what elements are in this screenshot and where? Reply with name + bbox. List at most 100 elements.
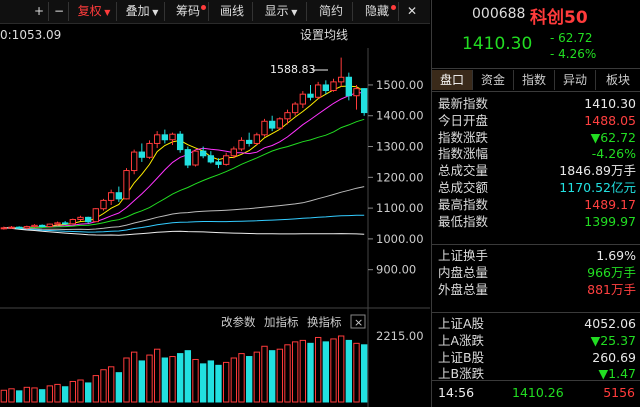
- volume-bar: [138, 360, 146, 403]
- candle-body: [92, 208, 100, 223]
- quote-value: 1410.30: [584, 96, 636, 111]
- zoom-in-button[interactable]: +: [30, 2, 49, 21]
- fuquan-dropdown[interactable]: 复权 ▼: [72, 2, 117, 21]
- close-subchart-button[interactable]: [350, 314, 366, 329]
- price-axis: 1500.00 1400.00 1300.00 1200.00 1100.00 1000.…: [376, 78, 424, 277]
- close-icon[interactable]: ✕: [406, 4, 418, 18]
- quote-row: 上证换手 1.69%: [438, 247, 636, 264]
- candle-body: [322, 84, 330, 91]
- quote-value: ▼62.72: [590, 129, 636, 145]
- candle-body: [130, 151, 138, 172]
- ma-line: [3, 186, 365, 231]
- volume-bar: [161, 357, 169, 403]
- volume-bar: [238, 353, 245, 403]
- xianshi-label: 显示: [264, 4, 289, 18]
- volume-bar: [100, 369, 107, 403]
- quote-label: 总成交额: [438, 180, 489, 195]
- quote-label: 指数涨幅: [438, 146, 489, 162]
- quote-label: 最高指数: [438, 196, 489, 212]
- yincang-button[interactable]: 隐藏: [356, 2, 399, 21]
- volume-bar: [15, 390, 23, 403]
- tab-zijin[interactable]: 资金: [473, 70, 514, 90]
- volume-axis-tick: 2215.00: [376, 329, 424, 343]
- quote-label: 上证换手: [438, 248, 489, 263]
- tab-zhishu[interactable]: 指数: [514, 70, 555, 90]
- jianyue-button[interactable]: 简约: [310, 2, 353, 21]
- volume-bar: [353, 342, 360, 403]
- chouma-button[interactable]: 筹码: [168, 2, 209, 21]
- quote-label: 上证B股: [438, 349, 485, 365]
- index-price: 1410.30: [462, 34, 533, 54]
- volume-bars: [0, 335, 368, 403]
- quote-value: 1399.97: [584, 213, 636, 229]
- volume-bar: [130, 351, 138, 403]
- quote-panel: 000688 科创50 1410.30 - 62.72 - 4.26% 盘口 资…: [431, 0, 640, 407]
- quote-value: 1489.17: [584, 196, 636, 212]
- zoom-out-button[interactable]: −: [50, 2, 69, 21]
- notification-dot-icon: [201, 5, 206, 10]
- quote-row: 上B涨跌 ▼1.47: [438, 365, 636, 382]
- volume-bar: [345, 339, 353, 403]
- candle-body: [299, 93, 307, 105]
- tick-time: 14:56: [438, 385, 475, 400]
- volume-bar: [54, 383, 61, 403]
- kline-chart[interactable]: 1500.00 1400.00 1300.00 1200.00 1100.00 1000.…: [0, 24, 430, 407]
- tab-bankuai[interactable]: 板块: [605, 73, 630, 87]
- divider: [432, 244, 640, 245]
- candle-body: [230, 148, 238, 157]
- yincang-label: 隐藏: [364, 4, 389, 18]
- quote-label: 上证A股: [438, 316, 485, 331]
- candle-body: [115, 192, 123, 200]
- quote-label: 内盘总量: [438, 264, 489, 280]
- settings-ma-button[interactable]: 设置均线: [300, 28, 348, 42]
- candle-body: [0, 227, 8, 230]
- tick-price: 1410.26: [512, 385, 564, 400]
- fuquan-label: 复权: [77, 4, 102, 18]
- xianshi-dropdown[interactable]: 显示 ▼: [256, 2, 307, 21]
- price-tick-label: 900.00: [376, 263, 416, 277]
- diejia-label: 叠加: [125, 4, 150, 18]
- huaxian-button[interactable]: 画线: [212, 2, 253, 21]
- volume-bar: [299, 339, 307, 403]
- notification-dot-icon: [391, 5, 396, 10]
- volume-bar: [230, 357, 238, 403]
- divider: [432, 91, 640, 92]
- candle-body: [31, 224, 38, 228]
- quote-row: 总成交额 1170.52亿元: [438, 179, 636, 196]
- quote-row: 最新指数 1410.30: [438, 95, 636, 112]
- candle-body: [169, 133, 176, 141]
- ma-line: [3, 214, 365, 233]
- change-param-button[interactable]: 改参数: [221, 315, 256, 329]
- candle-body: [15, 226, 23, 229]
- diejia-dropdown[interactable]: 叠加 ▼: [120, 2, 165, 21]
- switch-indicator-button[interactable]: 换指标: [307, 315, 342, 329]
- candle-body: [184, 149, 192, 166]
- volume-bar: [38, 389, 46, 403]
- candle-body: [284, 112, 291, 120]
- candle-body: [261, 120, 268, 136]
- quote-row: 上A涨跌 ▼25.37: [438, 332, 636, 349]
- add-indicator-button[interactable]: 加指标: [264, 315, 299, 329]
- price-tick-label: 1400.00: [376, 109, 424, 123]
- quote-value: 1846.89万手: [559, 163, 636, 179]
- volume-bar: [253, 351, 261, 403]
- quote-label: 指数涨跌: [438, 129, 489, 145]
- volume-bar: [184, 350, 192, 403]
- volume-bar: [69, 380, 77, 403]
- candle-body: [276, 118, 284, 129]
- candle-body: [268, 120, 276, 129]
- ma-line: [3, 85, 365, 229]
- volume-bar: [284, 344, 291, 403]
- tab-yidong[interactable]: 异动: [555, 70, 596, 90]
- quote-label: 最新指数: [438, 96, 489, 111]
- quote-value: 1170.52亿元: [559, 180, 636, 195]
- quote-row: 外盘总量 881万手: [438, 281, 636, 298]
- volume-bar: [261, 345, 268, 403]
- quote-label: 总成交量: [438, 163, 489, 179]
- quote-value: 4052.06: [584, 316, 636, 331]
- quote-label: 外盘总量: [438, 281, 489, 297]
- tab-pankou[interactable]: 盘口: [432, 70, 473, 90]
- volume-bar: [176, 353, 184, 403]
- quote-row: 今日开盘 1488.05: [438, 112, 636, 129]
- volume-bar: [92, 375, 100, 403]
